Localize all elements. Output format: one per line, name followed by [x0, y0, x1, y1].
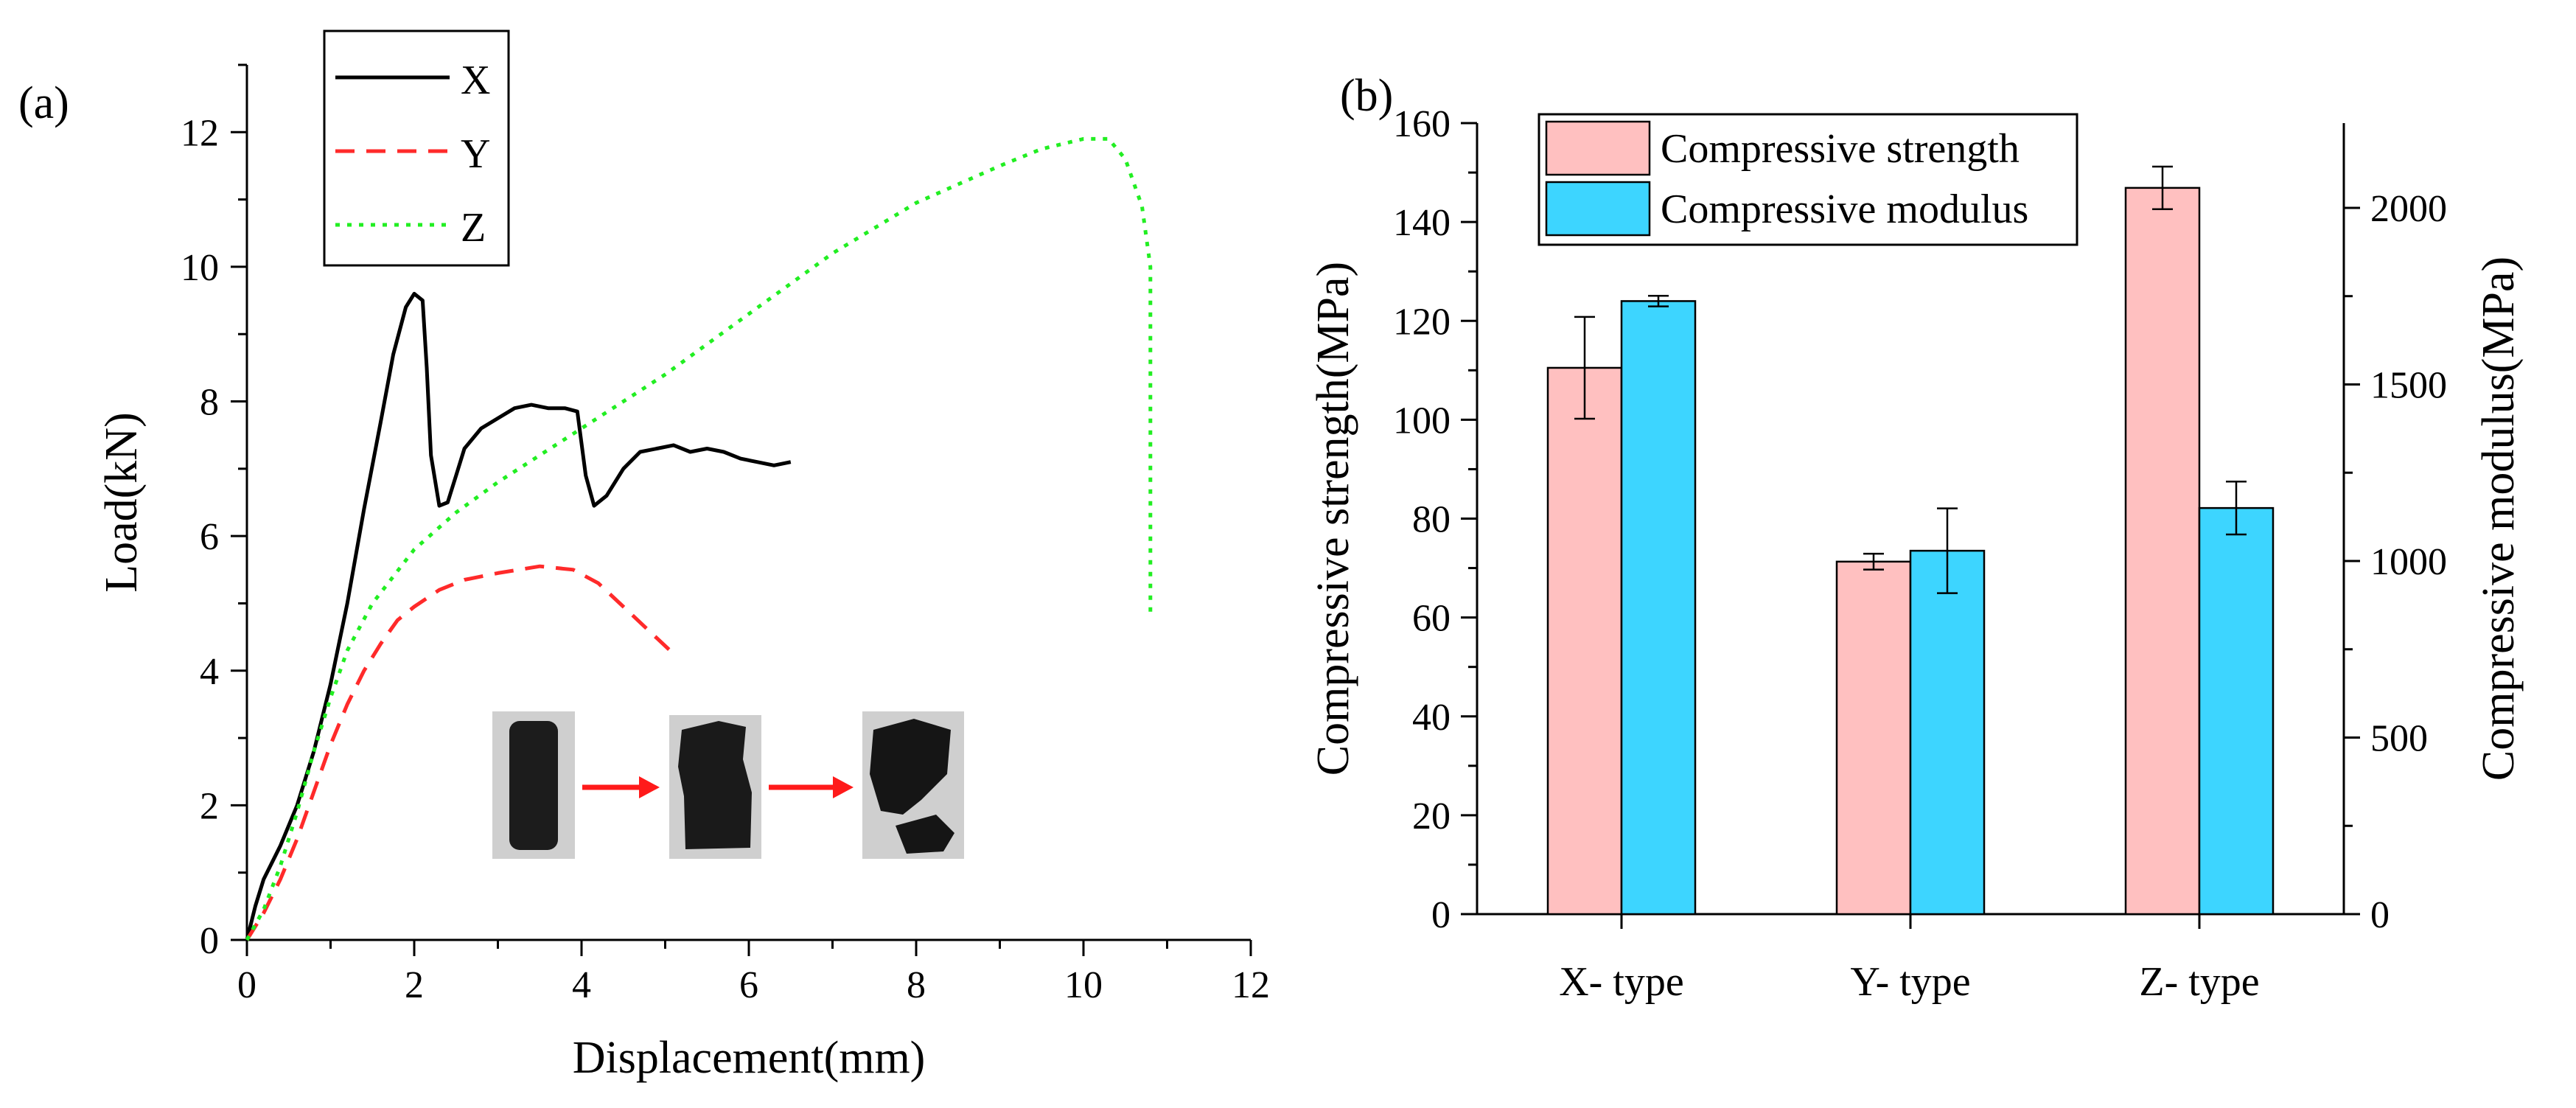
panel-b-label: (b) — [1340, 71, 1393, 121]
panel-a-series — [245, 136, 1153, 941]
panel-b-bars — [1546, 165, 2275, 916]
series-line-y — [245, 564, 675, 941]
panel-b-left-tick-label: 160 — [1393, 103, 1451, 145]
panel-b-right-tick-label: 0 — [2370, 894, 2390, 936]
panel-b-left-axis-title: Compressive strength(MPa) — [1308, 262, 1358, 776]
panel-b-axes: 0 20 40 60 80 100 120 140 160 0 500 1000 1500 2000 X- … — [1393, 103, 2447, 1005]
panel-b-legend: Compressive strength Compressive modulus — [1537, 113, 2078, 246]
legend-label-strength: Compressive strength — [1661, 126, 2020, 172]
panel-a-x-tick-label: 6 — [739, 964, 758, 1006]
bar-strength-1 — [1546, 366, 1623, 916]
bar-modulus-1 — [1620, 300, 1697, 916]
panel-a-x-tick-label: 10 — [1064, 964, 1103, 1006]
specimen-fragment-large — [870, 719, 951, 815]
bar-strength-3 — [2124, 187, 2201, 916]
panel-a-x-axis-title: Displacement(mm) — [573, 1033, 926, 1083]
panel-b-left-tick-label: 100 — [1393, 400, 1451, 442]
bar-strength-2 — [1835, 560, 1912, 916]
category-label: Y- type — [1850, 959, 1970, 1005]
panel-b-right-tick-label: 1000 — [2370, 541, 2447, 583]
legend-swatch-modulus — [1545, 181, 1651, 237]
panel-a-y-tick-label: 12 — [181, 112, 219, 154]
panel-a-x-tick-label: 12 — [1232, 964, 1270, 1006]
panel-a-y-tick-label: 10 — [181, 247, 219, 289]
panel-b-left-tick-label: 40 — [1412, 697, 1451, 739]
legend-swatch-strength — [1545, 120, 1651, 176]
panel-a-label: (a) — [18, 78, 69, 128]
panel-b-bar-chart: (b) 0 20 40 60 80 100 120 140 160 0 500 1000 1500 200… — [1308, 71, 2524, 1005]
legend-label-z: Z — [461, 205, 486, 251]
panel-a-y-tick-label: 6 — [200, 516, 219, 558]
inset-arrowhead-2 — [833, 776, 854, 798]
panel-a-legend: XYZ — [323, 29, 510, 267]
panel-b-left-tick-label: 140 — [1393, 202, 1451, 244]
panel-a-legend-box — [323, 29, 510, 267]
panel-a-axes: 0 2 4 6 8 10 12 0 2 4 6 8 10 12 — [181, 63, 1270, 1006]
bar-modulus-2 — [1909, 549, 1986, 916]
specimen-fragment-small — [896, 815, 954, 854]
panel-b-right-tick-label: 1500 — [2370, 364, 2447, 406]
panel-b-left-tick-label: 60 — [1412, 598, 1451, 640]
legend-label-modulus: Compressive modulus — [1661, 187, 2028, 232]
legend-label-y: Y — [461, 131, 490, 177]
panel-b-left-tick-label: 120 — [1393, 301, 1451, 343]
panel-b-right-axis-title: Compressive modulus(MPa) — [2474, 257, 2524, 781]
inset-arrowhead-1 — [639, 776, 660, 798]
category-label: Z- type — [2139, 959, 2259, 1005]
panel-b-left-tick-label: 80 — [1412, 499, 1451, 541]
panel-a-x-tick-label: 4 — [572, 964, 591, 1006]
panel-b-right-tick-label: 2000 — [2370, 188, 2447, 230]
specimen-intact — [509, 721, 558, 850]
panel-a-y-tick-label: 8 — [200, 382, 219, 424]
panel-a-x-tick-label: 0 — [237, 964, 256, 1006]
panel-a-y-tick-label: 2 — [200, 785, 219, 827]
legend-label-x: X — [461, 58, 490, 103]
series-line-z — [245, 136, 1153, 941]
panel-b-right-tick-label: 500 — [2370, 717, 2428, 759]
category-label: X- type — [1559, 959, 1684, 1005]
panel-a-y-tick-label: 4 — [200, 651, 219, 693]
panel-a-x-tick-label: 2 — [405, 964, 424, 1006]
panel-b-left-tick-label: 0 — [1431, 894, 1451, 936]
panel-a-x-tick-label: 8 — [907, 964, 926, 1006]
specimen-photo-inset — [492, 711, 964, 859]
panel-a-y-axis-title: Load(kN) — [97, 412, 147, 592]
panel-b-left-tick-label: 20 — [1412, 795, 1451, 837]
series-line-x — [245, 291, 792, 941]
bar-modulus-3 — [2198, 506, 2275, 916]
panel-a-y-tick-label: 0 — [200, 920, 219, 962]
specimen-deformed — [678, 721, 752, 849]
